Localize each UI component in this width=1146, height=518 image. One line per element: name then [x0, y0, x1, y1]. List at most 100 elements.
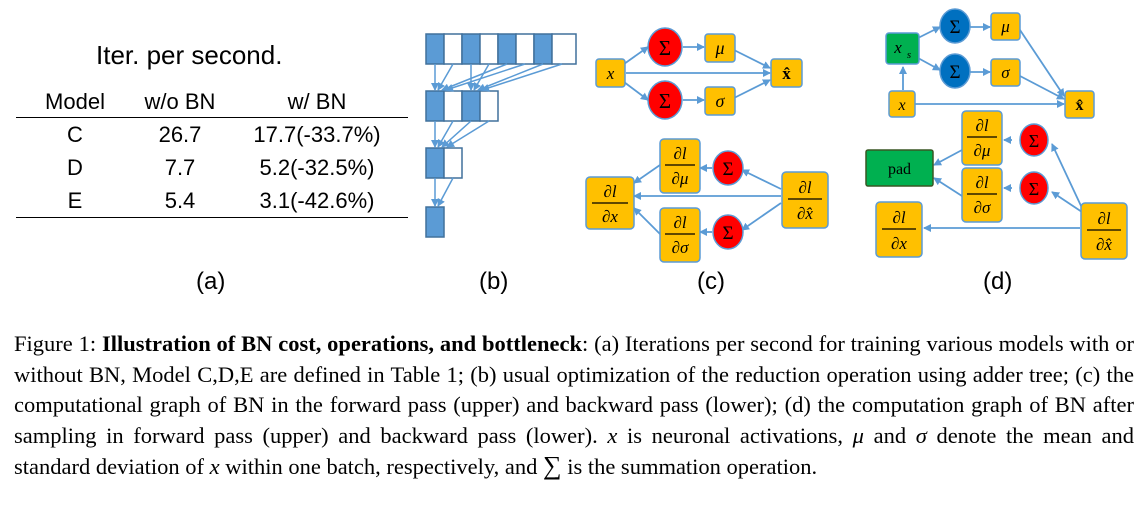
panel-label-b: (b) [479, 268, 509, 295]
figure-caption: Figure 1: Illustration of BN cost, opera… [14, 329, 1134, 483]
caption-text: : (a) Iterations per second for training… [14, 331, 1135, 448]
dl-dxhat-numerator: ∂l [1097, 209, 1110, 228]
caption-text: is the summation operation. [561, 454, 818, 479]
mu-node-label: μ [714, 38, 724, 58]
caption-var-x: x [607, 422, 618, 448]
table-cell: D [67, 154, 83, 180]
dl-dsigma-numerator: ∂l [673, 213, 686, 232]
table-cell: 3.1(-42.6%) [226, 184, 408, 218]
dl-dx-numerator: ∂l [603, 182, 616, 201]
x-node [888, 90, 916, 118]
sigma-node-label: σ [1001, 63, 1010, 82]
table-header-row: Model w/o BN w/ BN [16, 87, 408, 118]
table-cell: 26.7 [158, 121, 202, 147]
caption-sum-symbol: ∑ [543, 451, 562, 480]
dl-dsigma-numerator: ∂l [975, 173, 988, 192]
sum-node-label: Σ [659, 36, 671, 60]
dl-dsigma-node [961, 167, 1003, 223]
dl-dx-denominator: ∂x [602, 207, 618, 226]
edges-c [623, 43, 782, 236]
xhat-node-label: x̂ [1076, 97, 1084, 114]
caption-text: denote the mean and standard deviation o… [14, 422, 1134, 480]
mu-node-label: μ [1000, 17, 1010, 36]
dl-dmu-node [659, 138, 701, 194]
xhat-node-label: x̂ [782, 64, 791, 83]
table-header: w/ BN [226, 87, 408, 118]
table-row: D 7.7 5.2(-32.5%) [16, 151, 408, 184]
table-cell: 5.2(-32.5%) [259, 154, 375, 180]
dl-dxhat-node [1080, 202, 1128, 260]
caption-figure-number: Figure 1: [14, 331, 102, 356]
mu-node [990, 12, 1021, 41]
sum-node-label: Σ [1029, 179, 1039, 199]
xhat-node [1064, 90, 1095, 119]
sum-node [647, 27, 683, 67]
sum-node [1019, 171, 1049, 205]
dl-dxhat-denominator: ∂x̂ [797, 204, 813, 223]
iterations-table: Model w/o BN w/ BN C 26.7 17.7(-33.7%) D… [16, 87, 408, 218]
sigma-node [990, 58, 1021, 87]
dl-dx-numerator: ∂l [892, 208, 905, 227]
panel-label-c: (c) [697, 268, 725, 295]
panel-label-a: (a) [196, 268, 226, 295]
xs-node [885, 32, 920, 65]
xhat-node [770, 58, 803, 88]
sum-node-label: Σ [659, 89, 671, 113]
dl-dmu-denominator: ∂μ [672, 169, 689, 188]
table-cell: 17.7(-33.7%) [253, 121, 381, 147]
xs-node-subscript: s [907, 49, 911, 61]
sigma-node-label: σ [716, 91, 726, 111]
sum-node [712, 214, 744, 250]
dl-dmu-denominator: ∂μ [974, 141, 991, 160]
caption-var-x: x [209, 454, 220, 479]
sum-node [939, 53, 971, 89]
table-cell: E [16, 184, 134, 218]
dl-dsigma-denominator: ∂σ [974, 198, 991, 217]
pad-node-label: pad [888, 161, 911, 178]
dl-dxhat-node [781, 171, 829, 229]
x-node [595, 58, 626, 88]
sum-node [939, 8, 971, 44]
sigma-node [704, 86, 736, 116]
dl-dmu-node [961, 110, 1003, 166]
xs-node-label: x [893, 38, 902, 57]
dl-dx-denominator: ∂x [891, 234, 907, 253]
table-header: Model [16, 87, 134, 118]
x-node-label: x [606, 64, 615, 83]
sum-node [647, 80, 683, 120]
dl-dxhat-numerator: ∂l [798, 178, 811, 197]
dl-dxhat-denominator: ∂x̂ [1096, 235, 1112, 254]
sum-node-label: Σ [1029, 131, 1039, 151]
caption-var-sigma: σ [915, 422, 927, 448]
figure-diagrams: x Σ Σ μ σ x̂ ∂l ∂x ∂l ∂μ ∂l ∂σ Σ Σ ∂l ∂x… [425, 8, 1128, 263]
dl-dsigma-node [659, 207, 701, 263]
sum-node [1019, 123, 1049, 157]
caption-text: is neuronal activations, [617, 422, 853, 448]
sum-node-label: Σ [722, 159, 733, 180]
pad-node [865, 149, 934, 187]
caption-title: Illustration of BN cost, operations, and… [101, 331, 582, 356]
caption-var-mu: μ [852, 422, 864, 448]
table-row: E 5.4 3.1(-42.6%) [16, 184, 408, 218]
dl-dmu-numerator: ∂l [975, 116, 988, 135]
table-cell: 7.7 [164, 154, 196, 180]
table-cell: C [67, 121, 83, 147]
table-row: C 26.7 17.7(-33.7%) [16, 118, 408, 152]
x-node-label: x [897, 97, 905, 114]
caption-text: and [863, 422, 916, 448]
dl-dmu-numerator: ∂l [673, 144, 686, 163]
edges-d [899, 23, 1083, 232]
adder-tree-arrows [431, 63, 563, 207]
caption-text: within one batch, respectively, and [219, 454, 544, 479]
sum-node-label: Σ [722, 223, 733, 244]
adder-tree [425, 33, 577, 238]
table-title: Iter. per second. [96, 40, 283, 70]
panel-label-d: (d) [983, 268, 1013, 295]
dl-dsigma-denominator: ∂σ [672, 238, 689, 257]
sum-node-label: Σ [949, 62, 960, 83]
sum-node-label: Σ [949, 17, 960, 38]
table-cell: 5.4 [134, 184, 226, 218]
mu-node [704, 33, 736, 63]
table-header: w/o BN [134, 87, 226, 118]
sum-node [712, 150, 744, 186]
